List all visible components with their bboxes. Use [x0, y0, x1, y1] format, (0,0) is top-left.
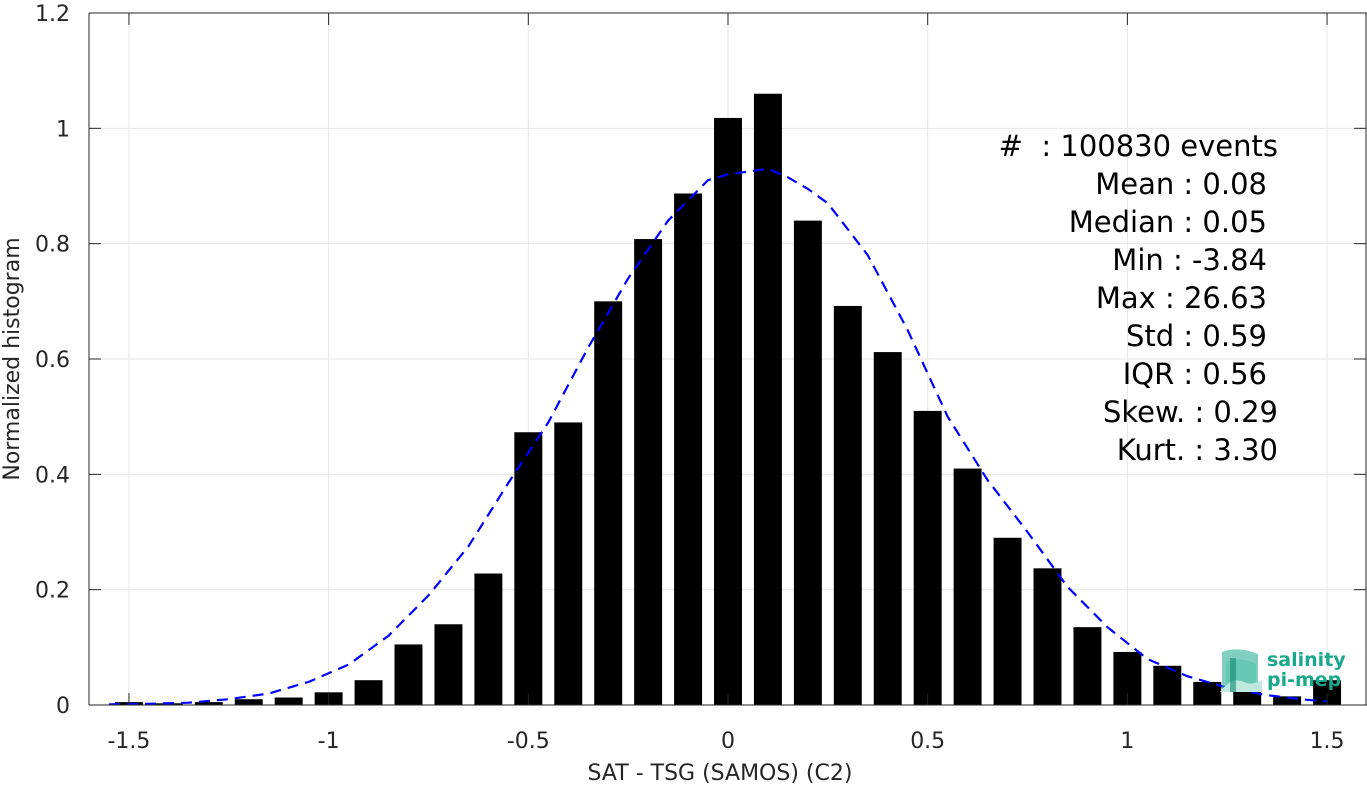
x-tick-label-4: 0.5	[910, 729, 945, 754]
histogram-bar-15	[714, 117, 742, 706]
histogram-bar-28	[1233, 690, 1262, 705]
stats-min: Min : -3.84	[1112, 243, 1267, 277]
x-tick-label-6: 1.5	[1310, 729, 1345, 754]
y-tick-label-4: 0.8	[35, 233, 70, 258]
histogram-bar-9	[474, 573, 503, 705]
histogram-bar-8	[434, 624, 463, 705]
bars	[114, 93, 1342, 706]
histogram-bar-20	[913, 410, 942, 705]
x-tick-label-1: -1	[318, 729, 340, 754]
x-axis-label: SAT - TSG (SAMOS) (C2)	[588, 761, 853, 785]
logo-line1: salinity	[1267, 649, 1346, 671]
histogram-bar-7	[394, 644, 423, 705]
y-tick-label-2: 0.4	[35, 463, 70, 488]
histogram-bar-14	[674, 193, 703, 705]
y-tick-label-3: 0.6	[35, 348, 70, 373]
axes	[88, 12, 1367, 706]
logo-line2: pi-mep	[1267, 669, 1341, 691]
histogram-bar-29	[1273, 696, 1302, 705]
y-tick-label-6: 1.2	[35, 2, 70, 27]
fit-curve	[108, 167, 1328, 706]
histogram-bar-17	[793, 220, 822, 705]
stats-median: Median : 0.05	[1069, 205, 1267, 239]
histogram-bar-10	[514, 432, 543, 705]
x-tick-label-2: -0.5	[507, 729, 550, 754]
histogram-bar-13	[634, 239, 663, 705]
stats-skew: Skew. : 0.29	[1103, 395, 1278, 429]
y-axis-label: Normalized histogram	[0, 237, 25, 480]
histogram-bar-23	[1033, 568, 1062, 705]
y-tick-label-1: 0.2	[35, 579, 70, 604]
wave-logo-icon	[1220, 649, 1262, 692]
stats-mean: Mean : 0.08	[1095, 167, 1267, 201]
histogram-bar-27	[1193, 681, 1222, 705]
histogram-bar-21	[953, 468, 982, 705]
histogram-bar-2	[194, 702, 223, 705]
histogram-bar-18	[833, 305, 862, 705]
x-tick-label-0: -1.5	[107, 729, 150, 754]
histogram-bar-3	[234, 699, 263, 705]
histogram-bar-6	[354, 680, 383, 705]
stats-std: Std : 0.59	[1126, 319, 1267, 353]
stats-events: # : 100830 events	[999, 129, 1278, 163]
histogram-bar-12	[594, 301, 623, 705]
tick-labels: -1.5 -1 -0.5 0 0.5 1 1.5 0 0.2 0.4 0.6 0.8 1 1.2	[35, 2, 1345, 754]
histogram-bar-11	[554, 422, 583, 705]
salinity-pimep-logo: salinity pi-mep	[1220, 649, 1346, 692]
histogram-bar-19	[873, 352, 902, 705]
stats-box: # : 100830 events Mean : 0.08 Median : 0…	[999, 129, 1278, 467]
histogram-bar-4	[274, 697, 303, 705]
histogram-bar-26	[1153, 665, 1182, 705]
y-tick-label-0: 0	[56, 694, 70, 719]
histogram-bar-24	[1073, 627, 1102, 705]
histogram-bar-22	[993, 537, 1022, 705]
y-tick-label-5: 1	[56, 117, 70, 142]
x-tick-label-5: 1	[1120, 729, 1134, 754]
stats-max: Max : 26.63	[1096, 281, 1267, 315]
stats-kurt: Kurt. : 3.30	[1117, 433, 1278, 467]
stats-iqr: IQR : 0.56	[1123, 357, 1267, 391]
histogram-bar-16	[753, 93, 782, 705]
x-tick-label-3: 0	[721, 729, 735, 754]
